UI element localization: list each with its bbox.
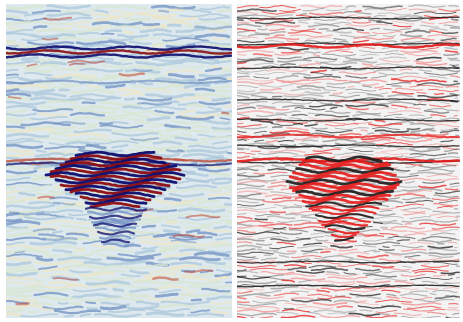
- left-seismic-image: [6, 4, 232, 318]
- right-seismic-image: [237, 4, 460, 318]
- left-seismic-panel: [6, 4, 232, 318]
- right-seismic-panel: [237, 4, 460, 318]
